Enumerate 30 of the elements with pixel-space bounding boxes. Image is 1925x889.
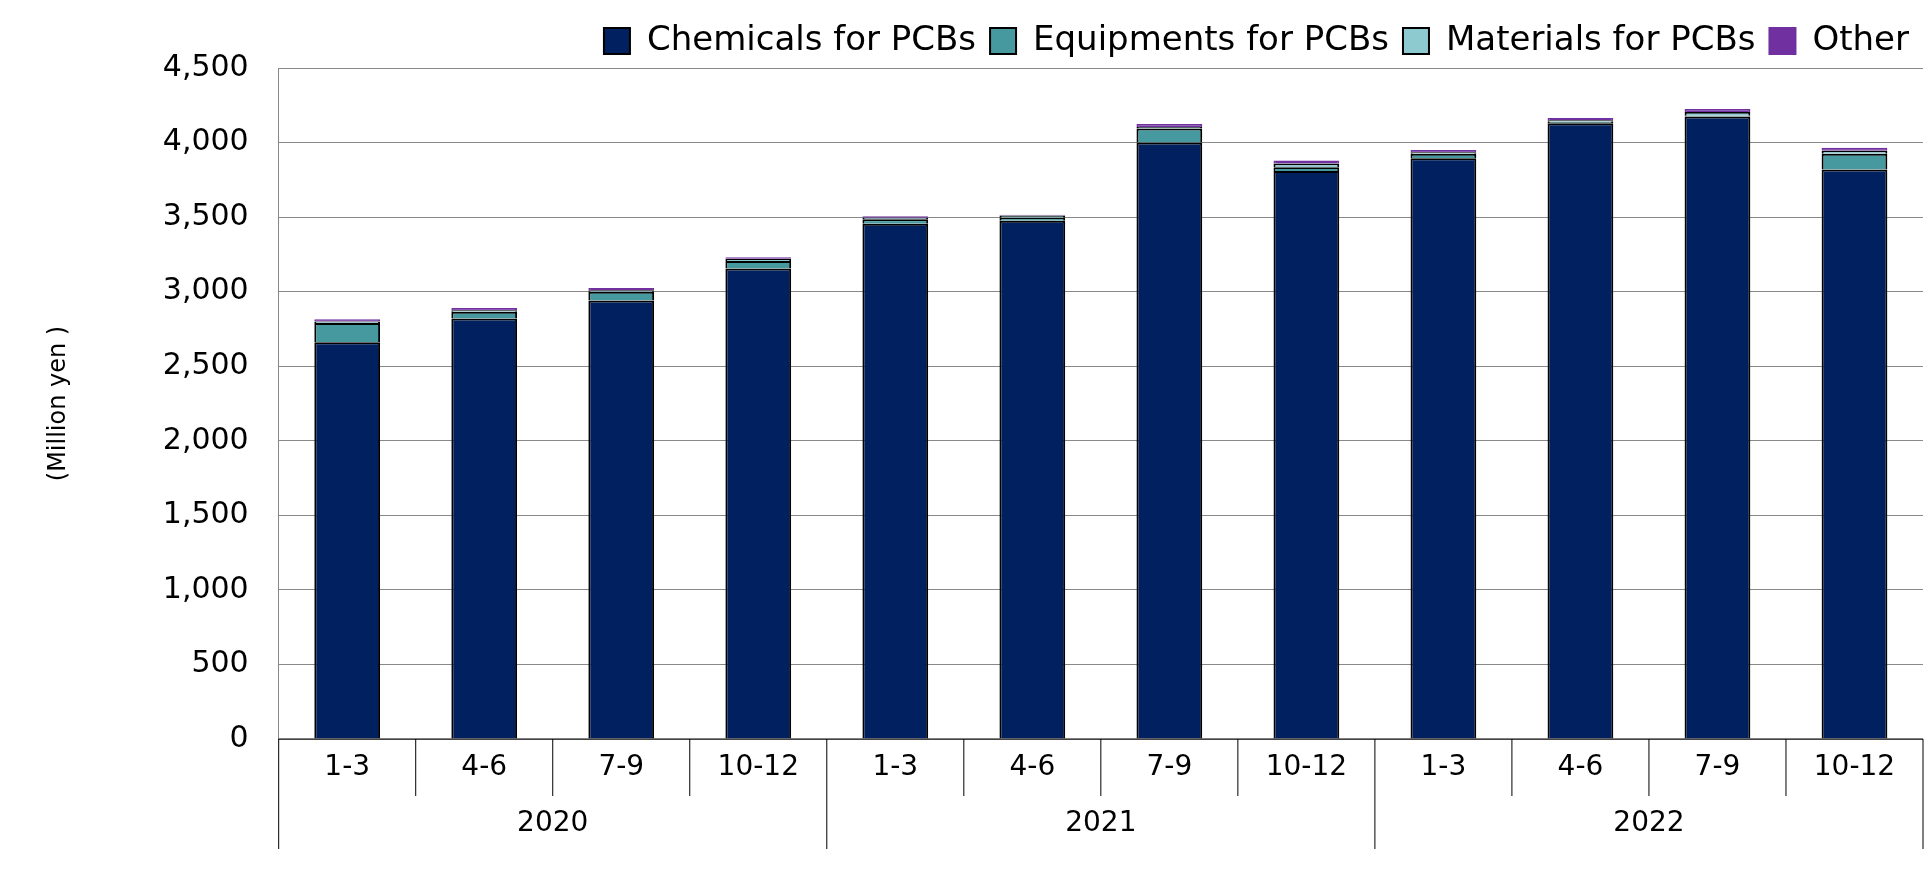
x-tick-label: 4-6: [461, 749, 508, 783]
y-tick-label: 4,000: [162, 122, 249, 158]
y-tick-label: 4,500: [162, 47, 249, 83]
x-tick-label: 1-3: [1420, 749, 1467, 783]
x-tick-label: 7-9: [1694, 749, 1741, 783]
x-tick-label: 7-9: [1146, 749, 1193, 783]
y-tick-label: 1,500: [162, 495, 249, 531]
text: 2020: [517, 805, 589, 839]
legend-label: Chemicals for PCBs: [646, 17, 977, 58]
x-tick-label: 1-3: [324, 749, 371, 783]
y-tick-label: 3,000: [162, 271, 249, 307]
y-tick-label: 2,500: [162, 346, 249, 382]
y-tick-label: 0: [229, 718, 249, 754]
y-tick-label: 1,000: [162, 569, 249, 605]
x-tick-label: 10-12: [717, 749, 799, 783]
y-tick-label: 2,000: [162, 420, 249, 456]
y-tick-label: 500: [191, 644, 249, 680]
legend-label: Equipments for PCBs: [1033, 17, 1389, 58]
y-tick-label: 3,500: [162, 196, 249, 232]
x-tick-label: 7-9: [598, 749, 645, 783]
x-tick-label: 10-12: [1813, 749, 1896, 783]
x-tick-label: 4-6: [1009, 749, 1056, 783]
text: 2022: [1613, 805, 1685, 839]
x-tick-label: 1-3: [872, 749, 919, 783]
x-tick-label: 4-6: [1557, 749, 1604, 783]
legend-label: Other: [1812, 17, 1910, 58]
legend-label: Materials for PCBs: [1445, 17, 1756, 58]
x-tick-label: 10-12: [1265, 749, 1348, 783]
y-axis-title: (Million yen ): [42, 325, 71, 482]
text: 2021: [1065, 805, 1137, 839]
